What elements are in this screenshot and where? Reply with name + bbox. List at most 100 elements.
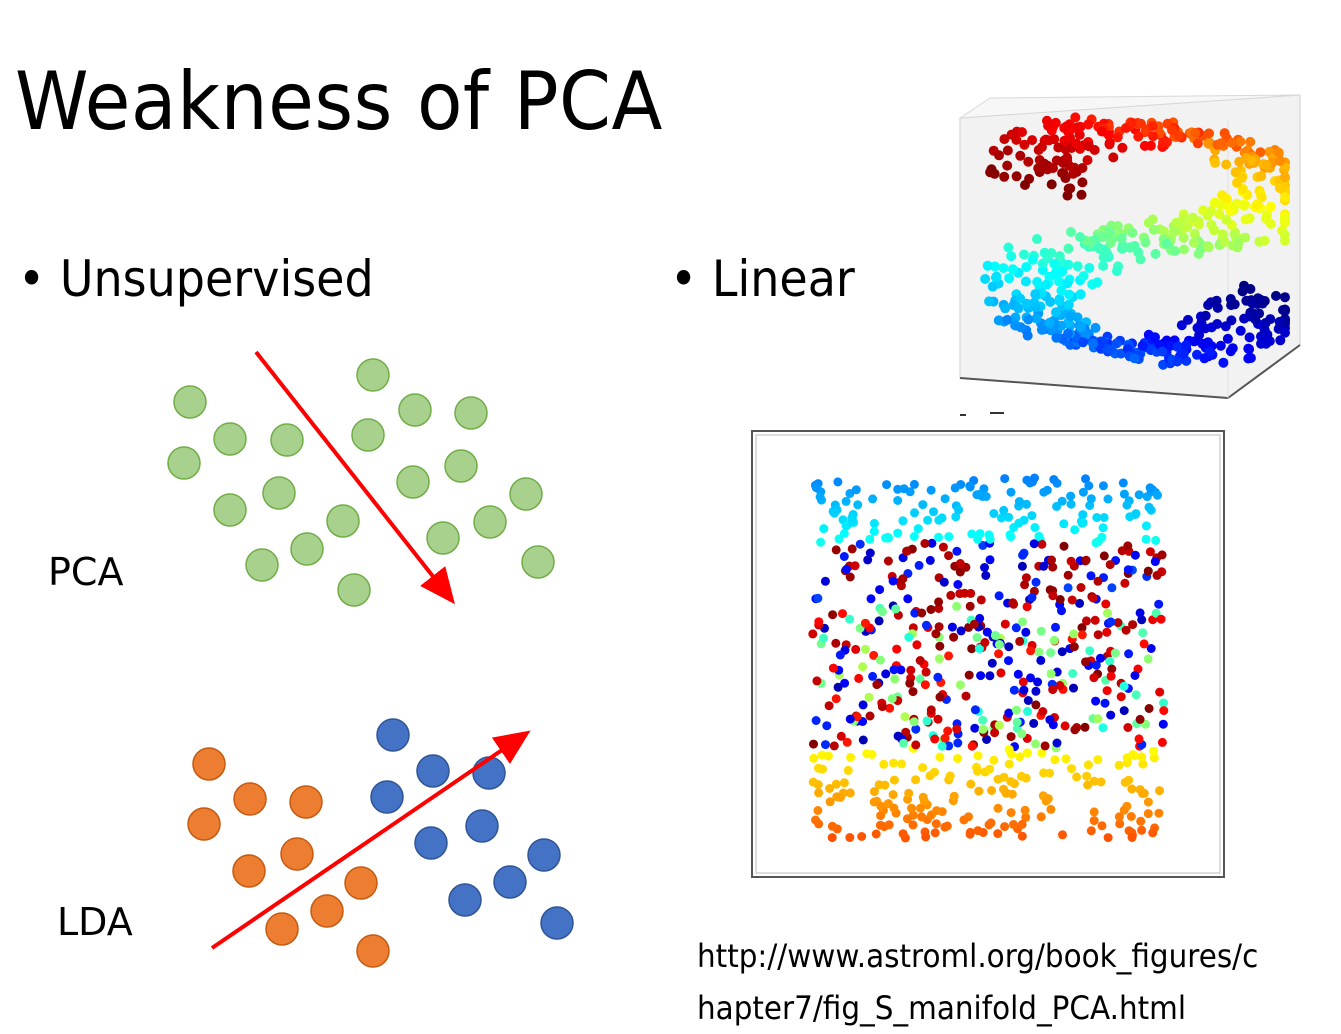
s-manifold-point [1117, 142, 1128, 153]
s-manifold-point [1083, 119, 1094, 130]
s-manifold-point [991, 271, 1002, 282]
projection-point [1045, 715, 1055, 725]
projection-point [909, 532, 919, 541]
s-manifold-point [1020, 276, 1031, 287]
projection-point [845, 572, 855, 582]
projection-point [993, 829, 1003, 839]
projection-point [908, 687, 918, 697]
orange-point [233, 782, 267, 816]
projection-point [908, 820, 918, 830]
projection-point [920, 680, 930, 690]
bullet-dot: • [670, 250, 698, 308]
projection-point [1036, 812, 1046, 822]
projection-point [1135, 608, 1145, 618]
projection-point [842, 564, 851, 574]
projection-point [1135, 714, 1145, 724]
projection-point [896, 665, 906, 675]
s-manifold-point [1161, 238, 1172, 249]
projection-point [917, 608, 927, 618]
projection-point [1014, 518, 1024, 528]
projection-point [1119, 706, 1129, 716]
projection-point [973, 826, 983, 836]
s-manifold-point [1221, 193, 1232, 204]
projection-point [1105, 656, 1115, 666]
projection-point [868, 494, 878, 504]
projection-point [1046, 648, 1056, 658]
s-manifold-point [1056, 285, 1067, 296]
projection-point [953, 754, 963, 763]
projection-point [893, 496, 903, 505]
projection-point [952, 546, 962, 556]
projection-point [1141, 534, 1151, 544]
s-manifold-point [1261, 159, 1272, 170]
projection-point [1115, 819, 1125, 829]
projection-point [892, 644, 902, 654]
projection-point [1021, 627, 1031, 637]
projection-point [1093, 755, 1103, 765]
projection-point [1105, 560, 1115, 570]
projection-point [887, 694, 897, 704]
projection-point [1145, 483, 1155, 493]
projection-point [863, 555, 873, 565]
s-manifold-point [1063, 299, 1074, 310]
s-manifold-point [1077, 177, 1088, 188]
projection-point [819, 524, 829, 534]
projection-point [1013, 669, 1023, 679]
s-manifold-point [1247, 298, 1258, 309]
projection-point [1036, 626, 1046, 636]
projection-point [1116, 692, 1126, 702]
s-manifold-point [1084, 262, 1095, 273]
projection-point [1027, 511, 1037, 521]
orange-point [232, 854, 266, 888]
projection-point [937, 741, 947, 751]
projection-point [869, 527, 879, 536]
s-manifold-point [1006, 251, 1017, 262]
s-manifold-point [993, 315, 1004, 326]
projection-point [1023, 706, 1032, 716]
projection-point [813, 593, 823, 603]
projection-point [841, 496, 851, 506]
s-manifold-point [1023, 314, 1034, 325]
projection-point [932, 806, 942, 816]
s-manifold-point [1280, 192, 1290, 203]
lda-arrow [210, 730, 531, 950]
projection-point [1138, 759, 1148, 769]
s-manifold-point [1225, 206, 1236, 217]
projection-point [906, 665, 916, 675]
projection-point [1121, 625, 1131, 635]
projection-point [1137, 752, 1147, 762]
projection-point [989, 509, 999, 518]
s-manifold-point [1084, 141, 1094, 152]
projection-point [914, 560, 924, 570]
projection-point [1139, 639, 1149, 649]
projection-point [845, 833, 855, 842]
projection-point [869, 518, 879, 528]
s-manifold-point [1198, 205, 1209, 216]
projection-point [944, 651, 954, 661]
s-manifold-point [1157, 346, 1168, 357]
projection-point [1052, 501, 1062, 511]
orange-point [192, 747, 226, 781]
projection-point [1072, 772, 1082, 782]
projection-point [1131, 509, 1141, 519]
projection-point [901, 727, 911, 737]
s-manifold-point [1068, 168, 1079, 179]
projection-point [1039, 768, 1049, 778]
s-manifold-point [1235, 325, 1246, 336]
s-manifold-point [1063, 243, 1074, 254]
projection-point [1077, 623, 1087, 633]
s-manifold-point [1019, 139, 1030, 150]
projection-point [835, 650, 845, 660]
projection-point [1015, 752, 1025, 762]
projection-point [831, 779, 841, 789]
projection-point [891, 604, 901, 614]
projection-point [1059, 541, 1069, 551]
source-url[interactable]: http://www.astroml.org/book_figures/c ha… [697, 930, 1286, 1034]
projection-point [1077, 630, 1087, 640]
projection-point [1158, 719, 1168, 729]
s-manifold-point [1173, 130, 1184, 141]
projection-point [822, 721, 832, 731]
green-point [521, 545, 555, 579]
projection-point [1069, 642, 1079, 652]
s-manifold-point [1280, 327, 1290, 338]
